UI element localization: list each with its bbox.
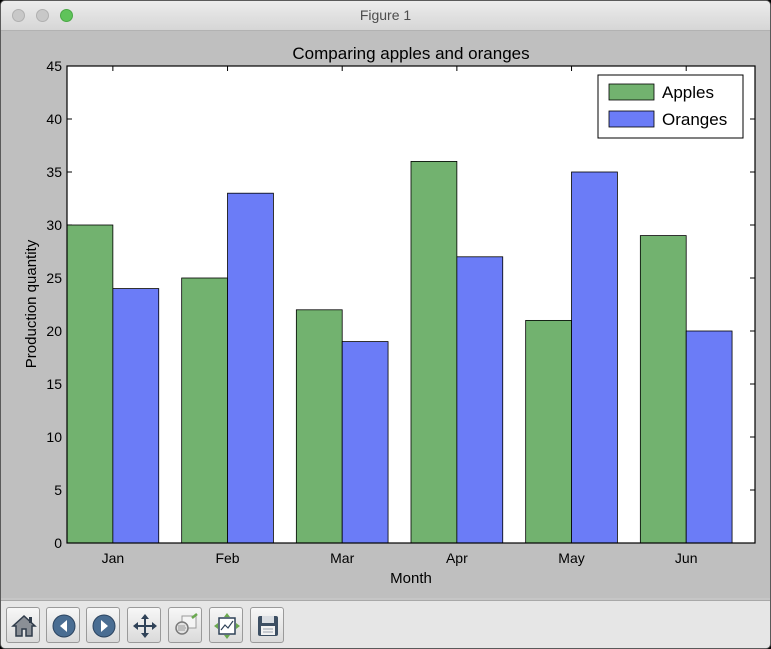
title-bar[interactable]: Figure 1	[1, 1, 770, 31]
x-tick-label: Apr	[446, 550, 468, 566]
bar-oranges-feb	[227, 192, 274, 544]
subplots-icon	[214, 613, 240, 639]
bars	[66, 160, 733, 544]
x-tick-label: May	[558, 550, 584, 566]
y-tick-label: 10	[46, 429, 62, 445]
y-tick-label: 15	[46, 376, 62, 392]
legend-label-oranges: Oranges	[662, 110, 727, 129]
y-tick-label: 40	[46, 111, 62, 127]
close-window-button[interactable]	[12, 9, 25, 22]
figure-canvas: Comparing apples and oranges 0 5 10 15 20 25 3…	[1, 31, 770, 598]
bar-oranges-jan	[112, 288, 160, 544]
bar-apples-feb	[181, 277, 228, 544]
home-icon	[11, 614, 37, 637]
x-axis-ticks: Jan Feb Mar Apr May Jun	[102, 66, 698, 566]
arrow-left-icon	[52, 614, 76, 638]
x-tick-label: Jun	[675, 550, 698, 566]
y-tick-label: 35	[46, 164, 62, 180]
bar-oranges-jun	[685, 330, 733, 544]
move-icon	[133, 614, 157, 638]
arrow-right-icon	[92, 614, 116, 638]
legend-swatch-oranges	[608, 110, 655, 128]
navigation-toolbar	[1, 600, 770, 648]
bar-apples-mar	[295, 309, 343, 544]
legend-label-apples: Apples	[662, 83, 714, 102]
window-title: Figure 1	[359, 7, 412, 23]
subplots-button[interactable]	[209, 607, 243, 643]
plot-frame	[66, 65, 756, 544]
chart-title: Comparing apples and oranges	[292, 44, 529, 63]
floppy-disk-icon	[258, 616, 278, 636]
y-tick-label: 20	[46, 323, 62, 339]
zoom-window-button[interactable]	[60, 9, 73, 22]
zoom-rect-icon	[175, 613, 198, 635]
bar-apples-jun	[639, 235, 687, 544]
y-axis-label: Production quantity	[23, 239, 40, 368]
bar-chart: Comparing apples and oranges 0 5 10 15 20 25 3…	[23, 44, 756, 587]
x-tick-label: Feb	[215, 550, 239, 566]
y-tick-label: 0	[54, 535, 62, 551]
y-tick-label: 45	[46, 58, 62, 74]
home-button[interactable]	[6, 607, 40, 643]
save-button[interactable]	[250, 607, 284, 643]
minimize-window-button[interactable]	[36, 9, 49, 22]
y-tick-label: 25	[46, 270, 62, 286]
bar-oranges-apr	[456, 256, 504, 544]
y-tick-label: 5	[54, 482, 62, 498]
bar-apples-may	[525, 319, 572, 544]
x-tick-label: Mar	[330, 550, 354, 566]
forward-button[interactable]	[86, 607, 120, 643]
legend: Apples Oranges	[597, 74, 744, 139]
legend-swatch-apples	[608, 83, 655, 101]
bar-oranges-may	[571, 171, 618, 544]
bar-apples-apr	[410, 160, 458, 544]
pan-button[interactable]	[127, 607, 161, 643]
y-tick-label: 30	[46, 217, 62, 233]
bar-oranges-mar	[341, 341, 389, 544]
x-axis-label: Month	[390, 570, 432, 587]
back-button[interactable]	[46, 607, 80, 643]
zoom-button[interactable]	[168, 607, 202, 643]
x-tick-label: Jan	[102, 550, 125, 566]
bar-apples-jan	[66, 224, 114, 544]
